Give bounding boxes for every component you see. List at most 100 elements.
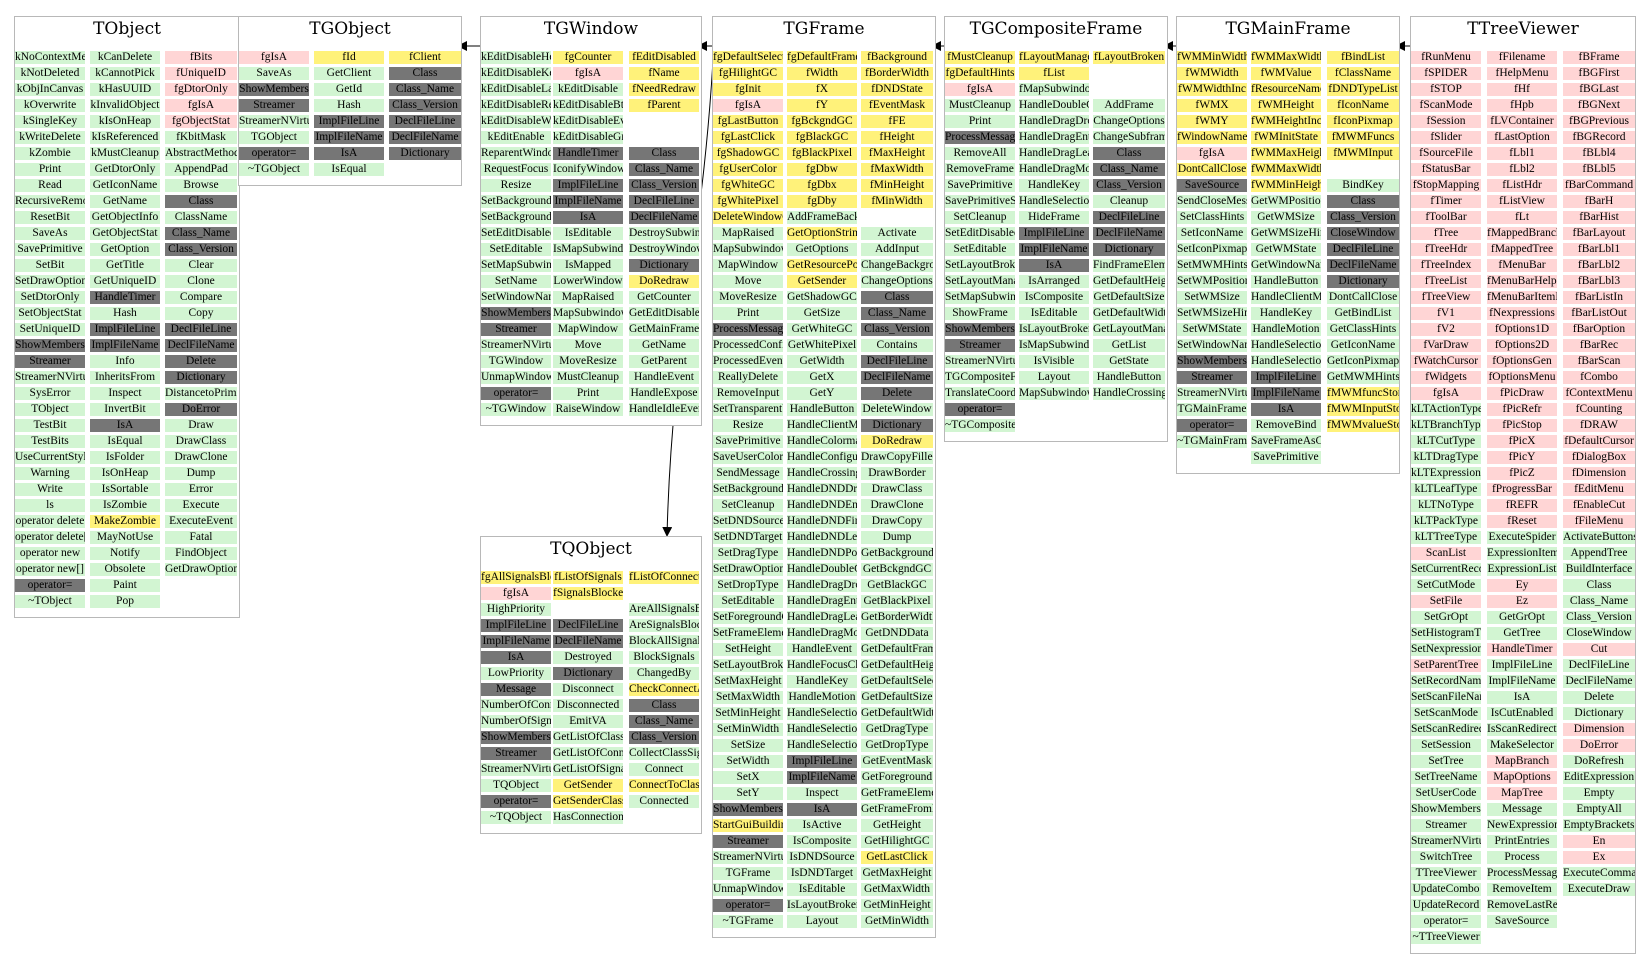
member-declfileline: DeclFileLine <box>1093 211 1165 224</box>
member-mapsubwindows: MapSubwindows <box>553 307 623 320</box>
member-streamer: Streamer <box>713 835 783 848</box>
member-getframeelement: GetFrameElement <box>861 787 933 800</box>
member-getstate: GetState <box>1093 355 1165 368</box>
member-executespider: ExecuteSpider <box>1487 531 1557 544</box>
member-kltnotype: kLTNoType <box>1411 499 1481 512</box>
member-fwatchcursor: fWatchCursor <box>1411 355 1481 368</box>
member-kcandelete: kCanDelete <box>90 51 160 64</box>
member-fgbckgndgc: fgBckgndGC <box>787 115 857 128</box>
member-fname: fName <box>629 67 699 80</box>
member-class: Class <box>1563 579 1635 592</box>
member-kinvalidobject: kInvalidObject <box>90 99 160 112</box>
member-tqobject: ~TQObject <box>481 811 551 824</box>
member-fginit: fgInit <box>713 83 783 96</box>
member-blockallsignals: BlockAllSignals <box>629 635 699 648</box>
member-fpicstop: fPicStop <box>1487 419 1557 432</box>
member-numberofconnections: NumberOfConnections <box>481 699 551 712</box>
member-setlayoutmanager: SetLayoutManager <box>945 275 1015 288</box>
member-getwmsizehints: GetWMSizeHints <box>1251 227 1321 240</box>
member-getlistofsignals: GetListOfSignals <box>553 763 623 776</box>
member-knotdeleted: kNotDeleted <box>15 67 85 80</box>
member-fwmheightinc: fWMHeightInc <box>1251 115 1321 128</box>
member-operator: operator= <box>945 403 1015 416</box>
member-setfile: SetFile <box>1411 595 1481 608</box>
member-fbgrecord: fBGRecord <box>1563 131 1635 144</box>
member-fwmx: fWMX <box>1177 99 1247 112</box>
member-closewindow: CloseWindow <box>1327 227 1399 240</box>
member-getsender: GetSender <box>553 779 623 792</box>
member-buildinterface: BuildInterface <box>1563 563 1635 576</box>
member-recursiveremove: RecursiveRemove <box>15 195 85 208</box>
member-tgcompositeframe: TGCompositeFrame <box>945 371 1015 384</box>
member-frefr: fREFR <box>1487 499 1557 512</box>
member-streamer: Streamer <box>945 339 1015 352</box>
member-operator: operator= <box>1177 419 1247 432</box>
member-declfilename: DeclFileName <box>861 371 933 384</box>
member-getdtoronly: GetDtorOnly <box>90 163 160 176</box>
member-keditdisable: kEditDisable <box>553 83 623 96</box>
member-getname: GetName <box>629 339 699 352</box>
member-collectclasssignallists: CollectClassSignalLists <box>629 747 699 760</box>
member-fmappedbranch: fMappedBranch <box>1487 227 1557 240</box>
member-streamernvirtual: StreamerNVirtual <box>481 763 551 776</box>
member-handlemotion: HandleMotion <box>787 691 857 704</box>
member-processedevent: ProcessedEvent <box>713 355 783 368</box>
member-fbarrec: fBarRec <box>1563 339 1635 352</box>
member-operator-new: operator new[] <box>15 563 85 576</box>
member-ficonname: fIconName <box>1327 99 1399 112</box>
member-streamer: Streamer <box>1411 819 1481 832</box>
member-fwmmaxwidth: fWMMaxWidth <box>1251 51 1321 64</box>
member-changebackground: ChangeBackground <box>861 259 933 272</box>
member-operator: operator= <box>481 795 551 808</box>
member-tgobject: TGObject <box>239 131 309 144</box>
member-fwmheight: fWMHeight <box>1251 99 1321 112</box>
member-setframeelement: SetFrameElement <box>713 627 783 640</box>
member-activate: Activate <box>861 227 933 240</box>
member-executeevent: ExecuteEvent <box>165 515 237 528</box>
member-streamer: Streamer <box>15 355 85 368</box>
member-fneedredraw: fNeedRedraw <box>629 83 699 96</box>
member-ismapsubwindows: IsMapSubwindows <box>1019 339 1089 352</box>
member-feditdisabled: fEditDisabled <box>629 51 699 64</box>
member-implfilename: ImplFileName <box>314 131 384 144</box>
member-handlekey: HandleKey <box>1251 307 1321 320</box>
member-execute: Execute <box>165 499 237 512</box>
member-fgblackpixel: fgBlackPixel <box>787 147 857 160</box>
member-lowerwindow: LowerWindow <box>553 275 623 288</box>
member-fspider: fSPIDER <box>1411 67 1481 80</box>
member-ftreeindex: fTreeIndex <box>1411 259 1481 272</box>
member-keditdisablegrab: kEditDisableGrab <box>553 131 623 144</box>
member-keditdisablewidth: kEditDisableWidth <box>481 115 551 128</box>
member-usecurrentstyle: UseCurrentStyle <box>15 451 85 464</box>
member-streamernvirtual: StreamerNVirtual <box>239 115 309 128</box>
member-fgobjectstat: fgObjectStat <box>165 115 237 128</box>
member-isequal: IsEqual <box>314 163 384 176</box>
member-getlistofconnections: GetListOfConnections <box>553 747 623 760</box>
member-class-name: Class_Name <box>165 227 237 240</box>
member-newexpression: NewExpression <box>1487 819 1557 832</box>
member-drawclass: DrawClass <box>861 483 933 496</box>
member-kisreferenced: kIsReferenced <box>90 131 160 144</box>
member-print: Print <box>15 163 85 176</box>
member-tgmainframe: TGMainFrame <box>1177 403 1247 416</box>
member-dictionary: Dictionary <box>1327 275 1399 288</box>
member-hideframe: HideFrame <box>1019 211 1089 224</box>
member-changeoptions: ChangeOptions <box>861 275 933 288</box>
member-fv2: fV2 <box>1411 323 1481 336</box>
member-fcounting: fCounting <box>1563 403 1635 416</box>
member-findframeelement: FindFrameElement <box>1093 259 1165 272</box>
member-getmaxwidth: GetMaxWidth <box>861 883 933 896</box>
member-seticonname: SetIconName <box>1177 227 1247 240</box>
member-ls: ls <box>15 499 85 512</box>
member-iszombie: IsZombie <box>90 499 160 512</box>
member-setrecordname: SetRecordName <box>1411 675 1481 688</box>
member-copy: Copy <box>165 307 237 320</box>
member-cut: Cut <box>1563 643 1635 656</box>
member-setbackgroundcolor: SetBackgroundColor <box>481 195 551 208</box>
class-title: TTreeViewer <box>1467 19 1579 39</box>
member-move: Move <box>713 275 783 288</box>
member-resize: Resize <box>713 419 783 432</box>
member-setcleanup: SetCleanup <box>713 499 783 512</box>
member-fmwmfuncstore: fMWMfuncStore <box>1327 387 1399 400</box>
member-implfileline: ImplFileLine <box>1251 371 1321 384</box>
